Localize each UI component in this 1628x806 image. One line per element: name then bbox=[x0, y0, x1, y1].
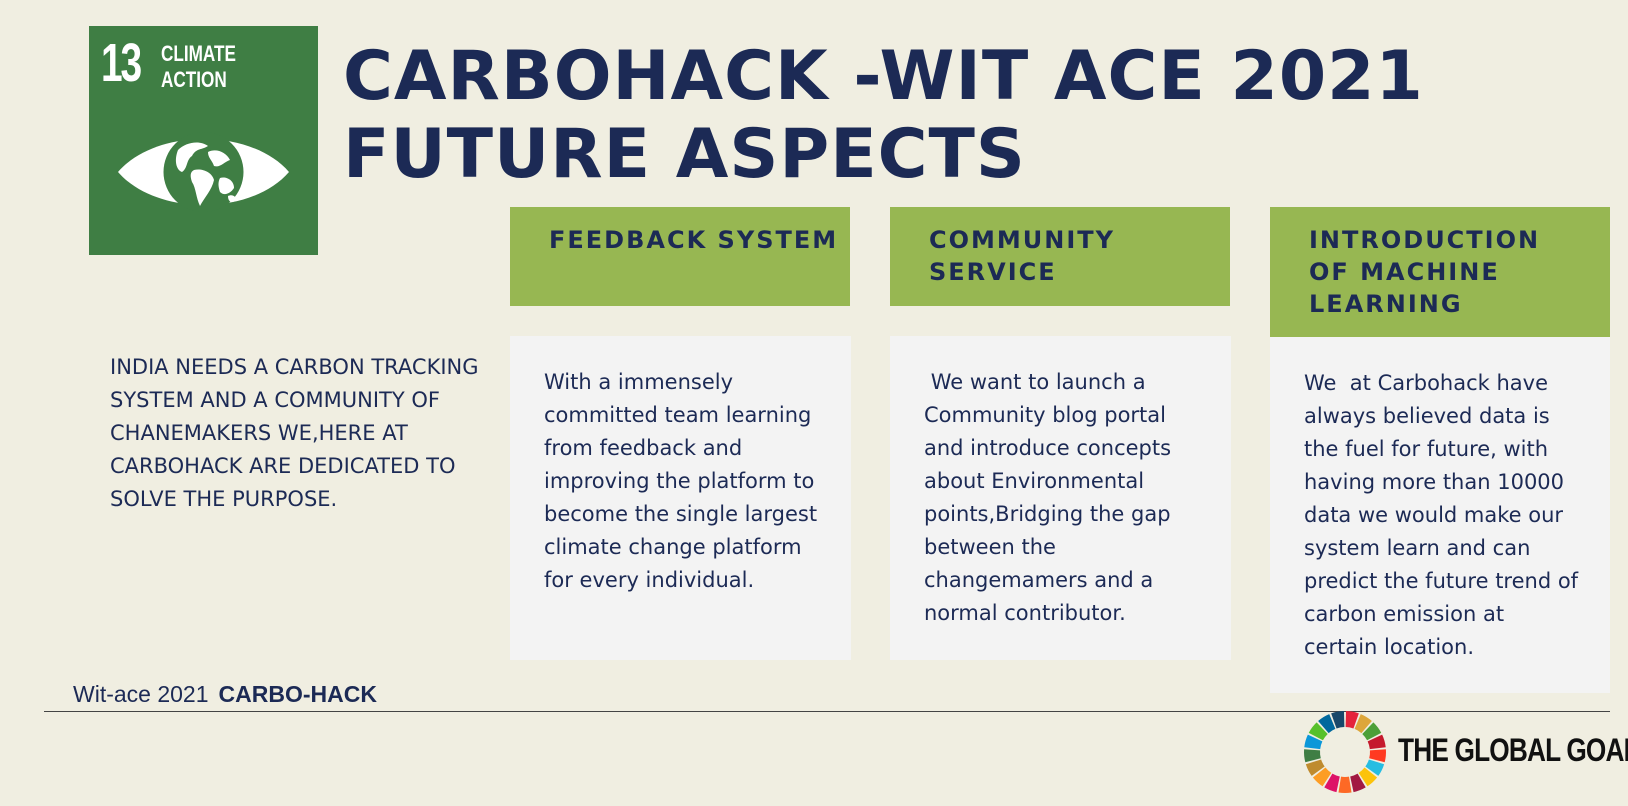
global-goals-label: THE GLOBAL GOALS bbox=[1398, 732, 1628, 768]
sdg-color-wheel-icon bbox=[1304, 711, 1386, 793]
wheel-segment bbox=[1324, 773, 1340, 793]
column-body-feedback: With a immensely committed team learning… bbox=[510, 336, 851, 660]
wheel-segment bbox=[1345, 711, 1359, 729]
wheel-segment bbox=[1318, 714, 1336, 734]
column-body-community: We want to launch a Community blog porta… bbox=[890, 336, 1231, 660]
column-header-feedback: FEEDBACK SYSTEM bbox=[510, 207, 850, 306]
wheel-segment bbox=[1331, 711, 1345, 729]
column-header-community: COMMUNITY SERVICE bbox=[890, 207, 1230, 306]
column-body-machine-learning: We at Carbohack have always believed dat… bbox=[1270, 337, 1610, 693]
sdg-label-line2: ACTION bbox=[161, 67, 227, 92]
sdg-label-line1: CLIMATE bbox=[161, 41, 236, 66]
wheel-segment bbox=[1304, 749, 1321, 763]
footer-caption: Wit-ace 2021 CARBO-HACK bbox=[73, 681, 377, 708]
sdg-number: 13 bbox=[101, 33, 142, 93]
wheel-segment bbox=[1354, 714, 1372, 734]
wheel-segment bbox=[1365, 759, 1385, 776]
sdg-label: CLIMATE ACTION bbox=[161, 41, 236, 93]
wheel-segment bbox=[1350, 773, 1366, 793]
eye-globe-icon bbox=[118, 132, 289, 212]
title-line2: FUTURE ASPECTS bbox=[343, 115, 1026, 194]
sdg-13-badge: 13 CLIMATE ACTION bbox=[89, 26, 318, 255]
page-title: CARBOHACK -WIT ACE 2021 FUTURE ASPECTS bbox=[343, 38, 1424, 194]
wheel-segment bbox=[1367, 734, 1386, 750]
wheel-segment bbox=[1308, 722, 1328, 741]
wheel-segment bbox=[1338, 776, 1352, 793]
title-line1: CARBOHACK -WIT ACE 2021 bbox=[343, 37, 1424, 116]
column-header-machine-learning: INTRODUCTION OF MACHINE LEARNING bbox=[1270, 207, 1610, 337]
footer-event: Wit-ace 2021 bbox=[73, 681, 209, 707]
wheel-segment bbox=[1358, 767, 1378, 787]
wheel-segment bbox=[1312, 767, 1332, 787]
intro-statement: INDIA NEEDS A CARBON TRACKING SYSTEM AND… bbox=[110, 355, 479, 511]
footer-divider bbox=[44, 711, 1610, 712]
wheel-segment bbox=[1304, 734, 1323, 750]
wheel-segment bbox=[1305, 759, 1325, 776]
wheel-segment bbox=[1362, 722, 1382, 741]
footer-brand: CARBO-HACK bbox=[218, 681, 377, 707]
wheel-segment bbox=[1369, 749, 1386, 763]
